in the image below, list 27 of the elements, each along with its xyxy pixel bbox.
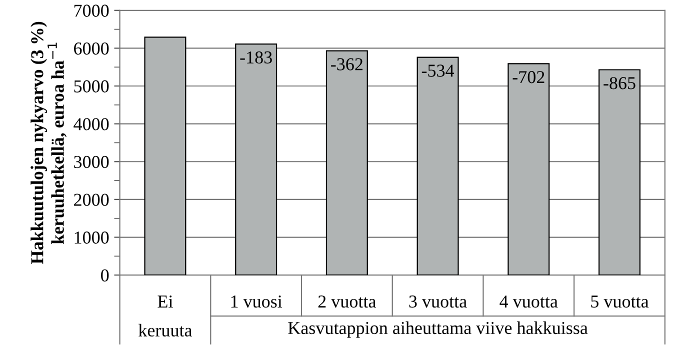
y-axis-title: Hakkuutulojen nykyarvo (3 %) keruuhetkellä, euroa ha$^{−1}$ bbox=[30, 22, 67, 264]
x-tick-label: 3 vuotta bbox=[409, 295, 467, 308]
y-tick-label: 2000 bbox=[74, 194, 109, 206]
bar bbox=[144, 36, 186, 276]
x-tick-label: 4 vuotta bbox=[500, 296, 558, 308]
bar bbox=[326, 50, 368, 276]
text: Kasvutappion aiheuttama viive hakkuissa bbox=[288, 321, 588, 338]
annotation: -534 bbox=[422, 64, 454, 77]
y-tick-label: 5000 bbox=[74, 80, 109, 92]
bar bbox=[508, 63, 550, 276]
x-tick-label: 1 vuosi bbox=[231, 295, 282, 308]
x-tick-label: Ei keruuta bbox=[138, 295, 192, 337]
y-tick-label: 3000 bbox=[74, 156, 109, 168]
x-tick-label: 2 vuotta bbox=[318, 295, 376, 308]
y-tick-label: 7000 bbox=[74, 4, 109, 17]
annotation: -183 bbox=[240, 51, 272, 64]
annotation: -865 bbox=[604, 77, 636, 90]
x-tick-label: 5 vuotta bbox=[591, 296, 649, 308]
y-tick-label: 1000 bbox=[74, 232, 109, 244]
bar bbox=[416, 56, 459, 276]
y-tick-label: 4000 bbox=[74, 118, 109, 130]
y-tick-label: 6000 bbox=[74, 42, 109, 55]
annotation: -702 bbox=[512, 71, 544, 84]
bar bbox=[598, 69, 640, 276]
annotation: -362 bbox=[331, 58, 362, 70]
y-tick-label: 0 bbox=[101, 269, 109, 282]
bar bbox=[235, 43, 278, 276]
